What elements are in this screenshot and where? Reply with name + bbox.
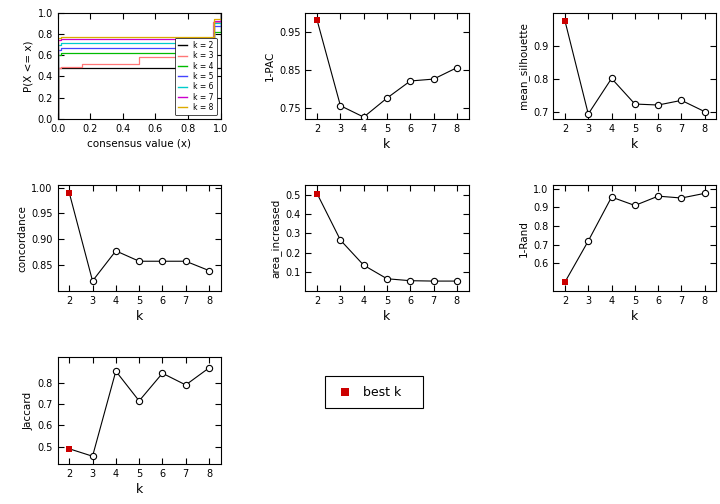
Legend: k = 2, k = 3, k = 4, k = 5, k = 6, k = 7, k = 8: k = 2, k = 3, k = 4, k = 5, k = 6, k = 7… <box>175 38 217 115</box>
X-axis label: k: k <box>135 310 143 324</box>
X-axis label: k: k <box>135 483 143 496</box>
X-axis label: consensus value (x): consensus value (x) <box>87 138 191 148</box>
Y-axis label: 1-Rand: 1-Rand <box>519 220 529 257</box>
X-axis label: k: k <box>383 138 391 151</box>
Y-axis label: area_increased: area_increased <box>270 199 281 278</box>
X-axis label: k: k <box>383 310 391 324</box>
Y-axis label: 1-PAC: 1-PAC <box>265 50 275 81</box>
X-axis label: k: k <box>631 310 639 324</box>
Text: best k: best k <box>363 386 401 399</box>
Y-axis label: mean_silhouette: mean_silhouette <box>518 22 529 109</box>
X-axis label: k: k <box>631 138 639 151</box>
Y-axis label: Jaccard: Jaccard <box>23 392 33 429</box>
Y-axis label: P(X <= x): P(X <= x) <box>23 40 33 92</box>
Y-axis label: concordance: concordance <box>17 205 27 272</box>
